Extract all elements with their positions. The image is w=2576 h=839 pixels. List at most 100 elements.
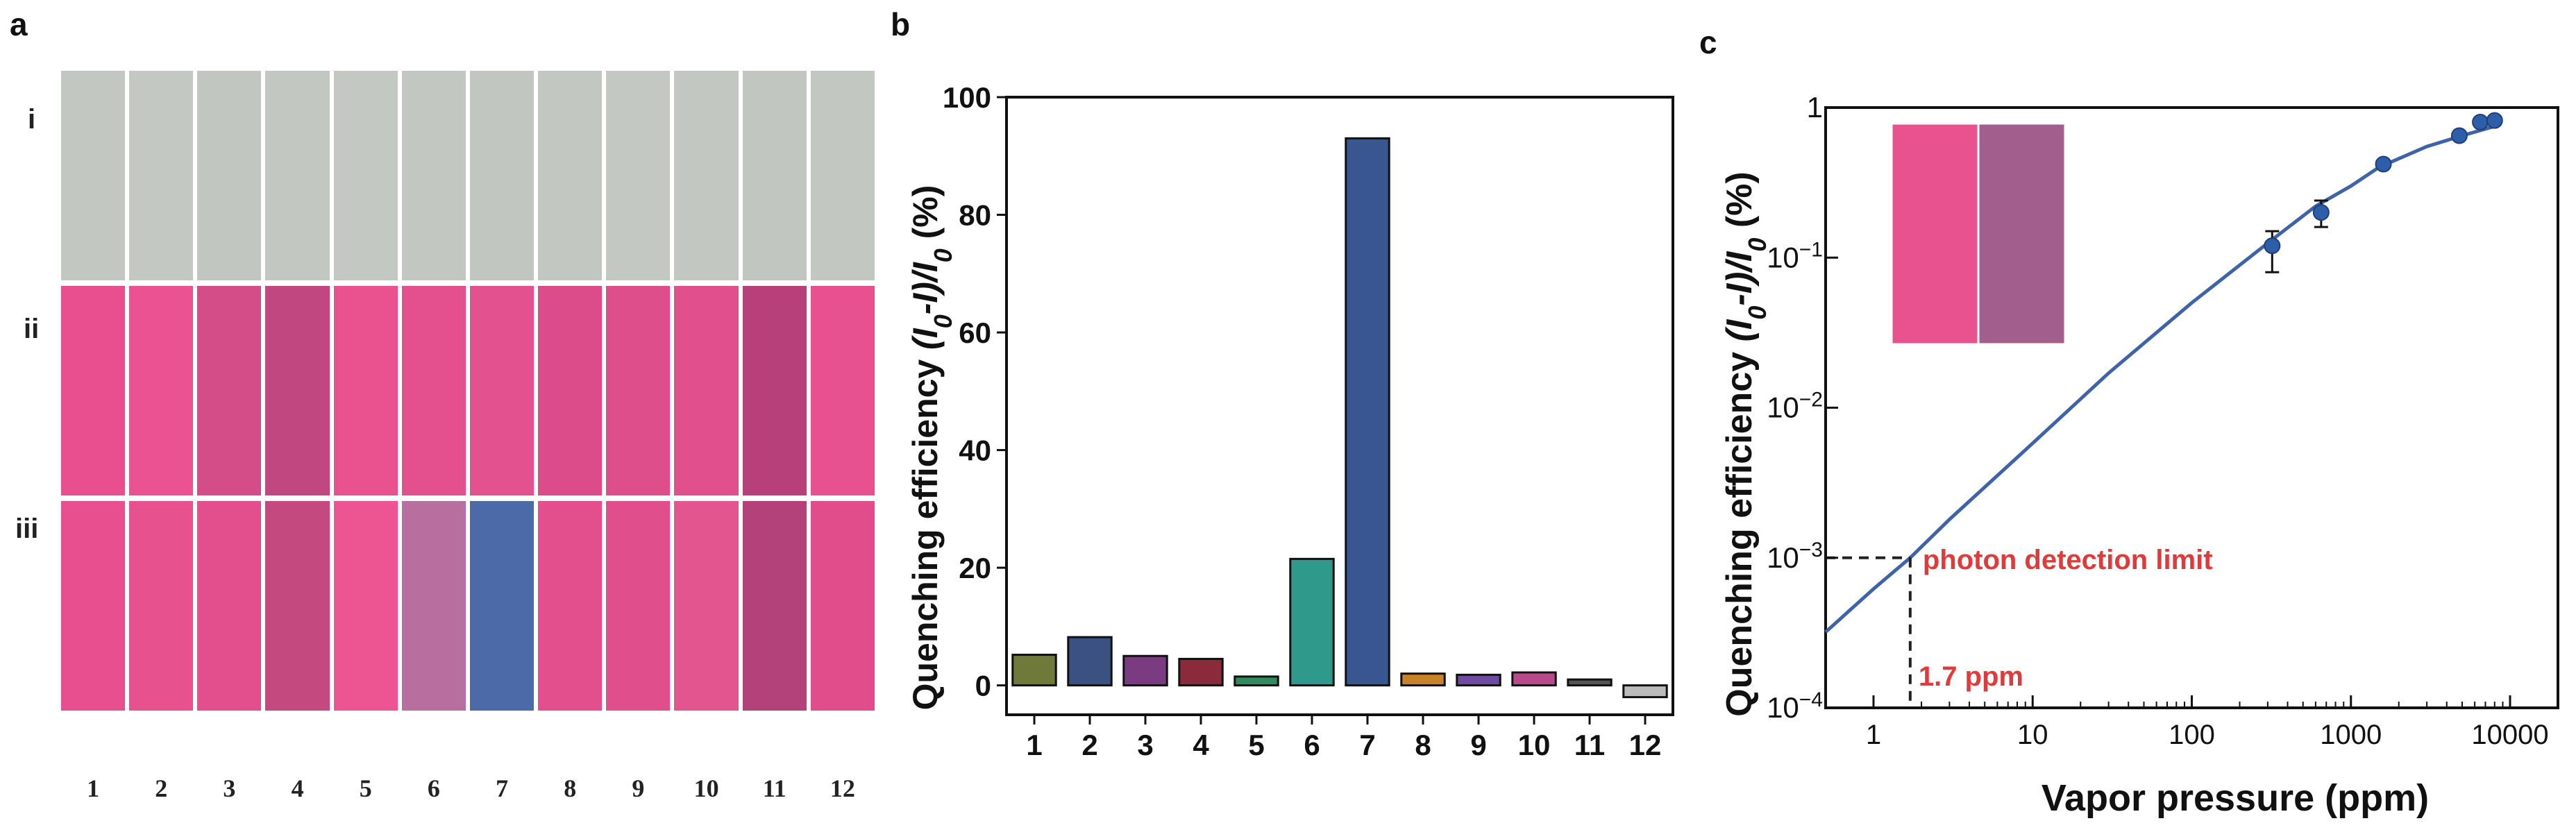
strip-ii-9 — [606, 286, 671, 495]
strip-ii-11 — [742, 286, 807, 495]
x-tick-label-4: 4 — [1193, 729, 1209, 761]
strip-iii-7 — [469, 501, 534, 711]
strip-ii-7 — [469, 286, 534, 495]
strip-ii-10 — [674, 286, 739, 495]
strip-ii-6 — [401, 286, 466, 495]
y-tick-label-80: 80 — [959, 199, 991, 232]
bar-6 — [1289, 557, 1335, 687]
strip-i-12 — [810, 71, 875, 280]
column-label-12: 12 — [830, 774, 855, 802]
x-tick-label-12: 12 — [1629, 729, 1662, 761]
bar-chart-frame — [1005, 96, 1674, 716]
strip-ii-1 — [61, 286, 126, 495]
bar-9 — [1456, 673, 1501, 687]
x-tick-label-1000: 1000 — [2320, 720, 2382, 750]
bar-4 — [1178, 657, 1224, 687]
column-label-5: 5 — [359, 774, 372, 802]
y-tick-label-0: 0 — [975, 670, 991, 702]
data-point-2 — [2312, 204, 2330, 221]
strip-i-2 — [129, 71, 194, 280]
data-point-5 — [2472, 113, 2489, 130]
strip-i-5 — [333, 71, 398, 280]
row-label-iii: iii — [15, 514, 39, 544]
bar-chart-y-axis-label: Quenching efficiency (I0-I)/I0 (%) — [906, 185, 957, 711]
strip-ii-12 — [810, 286, 875, 495]
bar-1 — [1011, 654, 1057, 687]
y-tick-label-2: 10−2 — [1767, 388, 1823, 424]
inset-swatch-after — [1977, 122, 2066, 346]
y-tick-label-3: 10−1 — [1767, 238, 1823, 274]
x-tick-label-100: 100 — [2169, 720, 2215, 750]
x-tick-label-9: 9 — [1470, 729, 1486, 761]
strip-iii-10 — [674, 501, 739, 711]
strip-i-1 — [61, 71, 126, 280]
column-label-3: 3 — [223, 774, 236, 802]
strip-iii-12 — [810, 501, 875, 711]
column-label-10: 10 — [693, 774, 719, 802]
row-label-i: i — [28, 104, 36, 135]
bar-5 — [1234, 675, 1279, 687]
bar-3 — [1122, 654, 1168, 687]
strip-ii-2 — [129, 286, 194, 495]
strip-ii-5 — [333, 286, 398, 495]
x-tick-label-1: 1 — [1866, 720, 1881, 750]
fit-curve — [1824, 124, 2495, 634]
strip-ii-3 — [197, 286, 262, 495]
strip-iii-3 — [197, 501, 262, 711]
x-tick-label-6: 6 — [1304, 729, 1320, 761]
inset-swatch-before — [1890, 122, 1980, 346]
strip-i-4 — [265, 71, 330, 280]
column-label-2: 2 — [155, 774, 168, 802]
strip-i-3 — [197, 71, 262, 280]
column-label-9: 9 — [632, 774, 645, 802]
x-tick-label-11: 11 — [1574, 729, 1605, 761]
column-label-4: 4 — [291, 774, 304, 802]
x-tick-label-10: 10 — [2017, 720, 2048, 750]
y-tick-label-60: 60 — [959, 316, 991, 349]
strip-iii-9 — [606, 501, 671, 711]
log-line-chart: photon detection limit 1.7 ppm 1 10 100 1000… — [1719, 91, 2559, 819]
bar-2 — [1067, 636, 1113, 687]
column-label-8: 8 — [564, 774, 577, 802]
data-point-1 — [2264, 237, 2281, 255]
strip-iii-2 — [129, 501, 194, 711]
strip-iii-4 — [265, 501, 330, 711]
y-tick-label-0: 10−4 — [1767, 688, 1823, 724]
x-tick-label-10: 10 — [1518, 729, 1551, 761]
strip-i-7 — [469, 71, 534, 280]
strip-i-9 — [606, 71, 671, 280]
bar-10 — [1511, 671, 1557, 687]
bar-12 — [1622, 684, 1668, 699]
strip-i-10 — [674, 71, 739, 280]
column-label-11: 11 — [762, 774, 786, 802]
panel-a-letter: a — [10, 6, 28, 42]
panel-b-letter: b — [891, 6, 911, 42]
strip-i-6 — [401, 71, 466, 280]
strip-iii-5 — [333, 501, 398, 711]
bar-11 — [1567, 678, 1613, 687]
column-label-6: 6 — [427, 774, 440, 802]
panel-c-letter: c — [1699, 24, 1717, 60]
data-point-3 — [2375, 155, 2392, 173]
bar-8 — [1400, 672, 1446, 687]
strip-ii-4 — [265, 286, 330, 495]
x-tick-label-8: 8 — [1415, 729, 1431, 761]
y-tick-label-20: 20 — [959, 552, 991, 584]
strip-iii-1 — [61, 501, 126, 711]
x-tick-label-5: 5 — [1248, 729, 1264, 761]
line-chart-x-axis-label: Vapor pressure (ppm) — [2042, 777, 2429, 819]
strip-i-8 — [538, 71, 603, 280]
y-tick-label-1: 10−3 — [1767, 538, 1823, 574]
line-chart-y-axis-label: Quenching efficiency (I0-I)/I0 (%) — [1719, 171, 1771, 716]
test-strip-grid — [61, 71, 875, 729]
x-tick-label-2: 2 — [1081, 729, 1097, 761]
y-tick-label-4: 1 — [1807, 91, 1823, 124]
bar-7 — [1345, 137, 1390, 687]
strip-i-11 — [742, 71, 807, 280]
row-label-ii: ii — [24, 314, 40, 344]
strip-iii-6 — [401, 501, 466, 711]
strip-iii-11 — [742, 501, 807, 711]
x-tick-label-10000: 10000 — [2471, 720, 2548, 750]
x-tick-label-7: 7 — [1359, 729, 1375, 761]
